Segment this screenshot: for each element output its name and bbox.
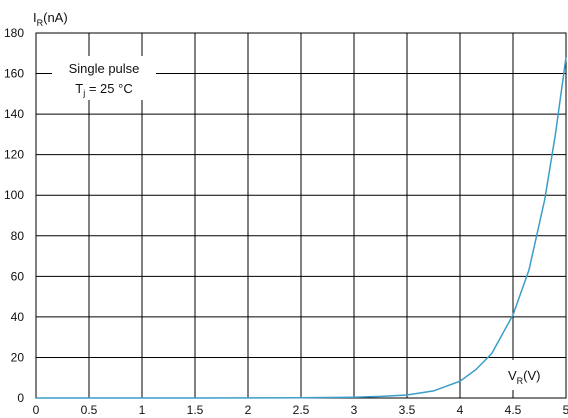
x-tick-label: 4 (457, 403, 464, 417)
y-tick-label: 120 (4, 148, 24, 162)
x-tick-labels: 0 0.5 1 1.5 2 2.5 3 3.5 4 4.5 5 (33, 403, 568, 417)
y-tick-labels: 0 20 40 60 80 100 120 140 160 180 (4, 26, 24, 405)
x-tick-label: 3.5 (399, 403, 416, 417)
x-tick-label: 0.5 (81, 403, 98, 417)
x-label-box (500, 360, 556, 390)
y-tick-label: 40 (11, 310, 25, 324)
x-tick-label: 4.5 (505, 403, 522, 417)
grid-lines (36, 33, 566, 398)
x-axis-label: VR(V) (508, 368, 541, 386)
x-tick-label: 2.5 (293, 403, 310, 417)
y-tick-label: 140 (4, 107, 24, 121)
x-tick-label: 5 (563, 403, 568, 417)
annotation-line2: Tj = 25 °C (75, 81, 132, 98)
y-tick-label: 0 (17, 391, 24, 405)
y-tick-label: 20 (11, 350, 25, 364)
y-tick-label: 80 (11, 229, 25, 243)
x-tick-label: 2 (245, 403, 252, 417)
annotation-line1: Single pulse (69, 61, 140, 76)
y-tick-label: 180 (4, 26, 24, 40)
y-axis-label: IR(nA) (33, 10, 68, 28)
y-tick-label: 160 (4, 67, 24, 81)
x-tick-label: 3 (351, 403, 358, 417)
series-line (36, 57, 567, 399)
x-tick-label: 1.5 (187, 403, 204, 417)
x-tick-label: 1 (139, 403, 146, 417)
y-tick-label: 100 (4, 188, 24, 202)
y-tick-label: 60 (11, 269, 25, 283)
annotation-box (52, 56, 156, 100)
x-tick-label: 0 (33, 403, 40, 417)
